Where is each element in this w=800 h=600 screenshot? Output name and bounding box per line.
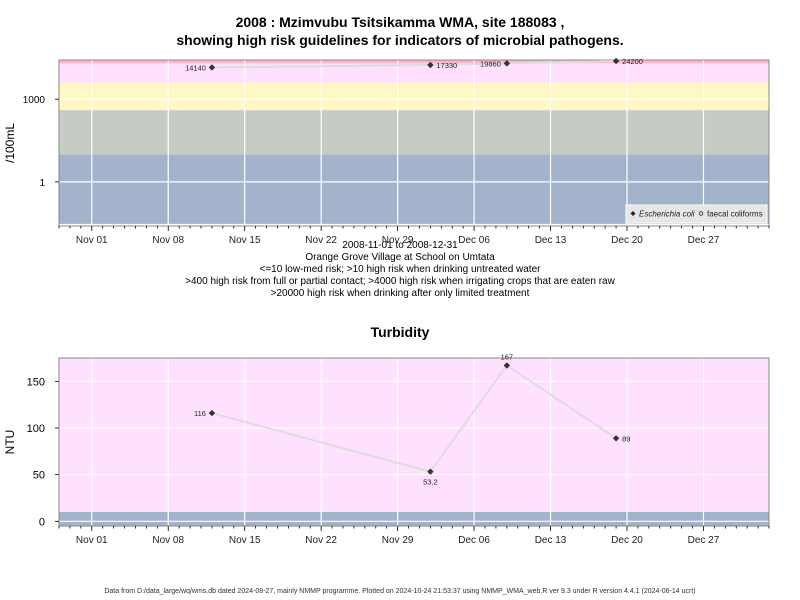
chart2-frame	[58, 357, 770, 527]
footer-note: Data from D:/data_large/wq/wms.db dated …	[104, 588, 696, 595]
subtitle-line-1: Orange Grove Village at School on Umtata	[305, 252, 495, 263]
chart1-data-label-2: 19860	[480, 59, 501, 68]
chart1-xtick-label-5: Dec 06	[458, 235, 490, 246]
chart2-data-label-2: 167	[501, 352, 514, 361]
chart2-ytick-label-2: 100	[27, 423, 45, 435]
chart1-legend-entry-0: Escherichia coli	[639, 210, 695, 219]
chart2-point-3	[612, 435, 620, 442]
chart2-point-1	[427, 468, 434, 475]
chart2-xtick-label-6: Dec 13	[535, 535, 567, 546]
chart2-band-0	[59, 512, 769, 526]
chart2-xtick-label-4: Nov 29	[382, 535, 414, 546]
chart1-legend-entry-1: faecal coliforms	[707, 210, 763, 219]
chart1-xtick-label-4: Nov 29	[382, 235, 414, 246]
chart2-data-label-0: 116	[194, 409, 206, 418]
chart1-data-label-1: 17330	[436, 61, 457, 70]
chart2-ytick-label-3: 150	[27, 376, 45, 388]
chart2-xtick-label-3: Nov 22	[305, 535, 337, 546]
subtitle-line-3: >400 high risk from full or partial cont…	[185, 276, 615, 287]
chart1-data-label-0: 14140	[185, 63, 206, 72]
chart1-point-1	[427, 61, 434, 69]
chart1-ytick-label-0: 1	[39, 178, 45, 189]
chart1-title-line2: showing high risk guidelines for indicat…	[176, 32, 624, 48]
chart1-xtick-label-6: Dec 13	[535, 235, 567, 246]
chart2-point-0	[208, 409, 216, 417]
chart1-ylabel: /100mL	[3, 123, 17, 163]
chart2-xtick-label-5: Dec 06	[458, 535, 490, 546]
chart2-series-0-line	[211, 364, 617, 473]
chart1-title-line1: 2008 : Mzimvubu Tsitsikamma WMA, site 18…	[235, 14, 565, 30]
chart2-ytick-label-1: 50	[33, 470, 45, 482]
chart1-series-0-line	[211, 59, 617, 69]
chart1-legend-box	[625, 204, 768, 224]
chart2-xtick-label-1: Nov 08	[152, 535, 184, 546]
chart2-point-2	[503, 362, 511, 369]
chart1-point-2	[503, 60, 511, 67]
chart1-band-1	[59, 110, 769, 155]
subtitle-line-0: 2008-11-01 to 2008-12-31	[342, 240, 458, 251]
chart1-xtick-label-1: Nov 08	[152, 235, 184, 246]
chart1-xtick-label-8: Dec 27	[688, 235, 720, 246]
chart1-ytick-label-1: 1000	[23, 95, 46, 106]
chart2-xtick-label-0: Nov 01	[76, 535, 108, 546]
chart1-xtick-label-2: Nov 15	[229, 235, 261, 246]
chart2-band-1	[59, 358, 769, 512]
chart1-point-3	[612, 57, 620, 65]
chart1-legend-marker-0	[630, 211, 636, 216]
chart1-xtick-label-7: Dec 20	[611, 235, 643, 246]
chart2-xtick-label-7: Dec 20	[611, 535, 643, 546]
chart2-ylabel: NTU	[3, 430, 17, 455]
subtitle-line-4: >20000 high risk when drinking after onl…	[270, 288, 530, 299]
chart2-title: Turbidity	[370, 324, 430, 340]
chart2-xtick-label-8: Dec 27	[688, 535, 720, 546]
chart2-xtick-label-2: Nov 15	[229, 535, 261, 546]
chart1-point-0	[208, 64, 216, 71]
chart1-frame	[58, 59, 770, 227]
chart1-xtick-label-3: Nov 22	[305, 235, 337, 246]
chart2-data-label-1: 53.2	[423, 478, 438, 487]
chart1-band-4	[59, 60, 769, 64]
chart1-data-label-3: 24200	[622, 57, 643, 66]
chart2-ytick-label-0: 0	[39, 516, 45, 528]
chart1-xtick-label-0: Nov 01	[76, 235, 108, 246]
chart1-legend-marker-1	[698, 211, 704, 216]
chart1-band-2	[59, 82, 769, 111]
subtitle-line-2: <=10 low-med risk; >10 high risk when dr…	[259, 264, 541, 275]
chart2-data-label-3: 89	[622, 434, 630, 443]
